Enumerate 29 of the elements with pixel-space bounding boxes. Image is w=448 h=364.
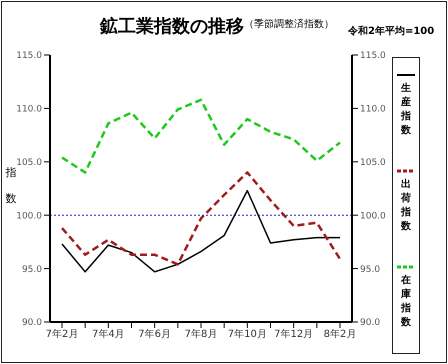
y-tick-label: 100.0 — [16, 211, 42, 222]
x-tick-label: 7年4月 — [92, 328, 125, 340]
x-tick-label: 8年2月 — [324, 328, 356, 340]
x-tick-label: 7年8月 — [184, 328, 218, 340]
y2-tick-label: 110.0 — [360, 104, 386, 115]
line-series — [60, 171, 342, 266]
text: 令和2年平均=100 — [348, 24, 434, 38]
x-tick-label: 7年12月 — [274, 328, 314, 340]
y2-tick-label: 105.0 — [360, 158, 386, 168]
y2-tick-label: 115.0 — [360, 51, 386, 62]
legend-label: 在庫指数 — [401, 274, 411, 330]
x-tick-label: 7年10月 — [228, 328, 267, 340]
x-tick-label: 7年2月 — [46, 328, 78, 340]
y-tick-label: 115.0 — [16, 51, 42, 62]
y2-tick-label: 95.0 — [360, 264, 380, 275]
y-tick-label: 95.0 — [22, 264, 42, 275]
chart-title: 鉱工業指数の推移 — [100, 15, 244, 38]
y-tick-label: 110.0 — [16, 104, 42, 115]
chart-subtitle: （季節調整済指数） — [244, 18, 334, 31]
y-axis-title: 指数 — [4, 166, 18, 207]
y-tick-label: 105.0 — [16, 158, 42, 168]
x-tick-label: 7年6月 — [138, 328, 172, 340]
line-series — [61, 190, 341, 273]
legend-label: 出荷指数 — [401, 178, 411, 234]
y2-tick-label: 90.0 — [360, 318, 380, 328]
legend-label: 生産指数 — [401, 82, 411, 138]
y2-tick-label: 100.0 — [360, 211, 386, 222]
line-series — [60, 98, 342, 174]
y-tick-label: 90.0 — [22, 318, 42, 328]
